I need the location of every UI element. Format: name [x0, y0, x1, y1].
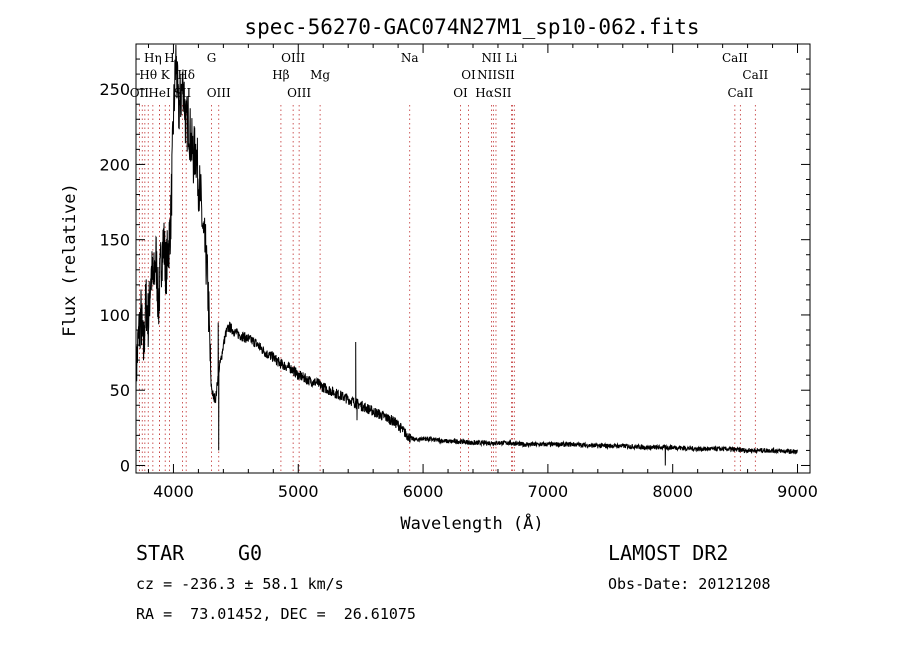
spectral-line-label: OII: [130, 86, 150, 100]
spectral-line-label: NII: [481, 51, 501, 65]
spectral-line-label: Hδ: [177, 68, 195, 82]
spectral-line-label: K: [161, 68, 171, 82]
spectral-line-label: OI: [461, 68, 476, 82]
spectral-line-label: H: [164, 51, 174, 65]
survey-name: LAMOST DR2: [608, 541, 729, 565]
spectral-line-label: CaII: [722, 51, 748, 65]
observation-date: Obs-Date: 20121208: [608, 575, 771, 593]
plot-frame: [135, 43, 811, 474]
spectral-line-label: OI: [453, 86, 468, 100]
y-axis-ticks: 0 50 100 150 200 250: [99, 58, 810, 475]
x-tick-label: 5000: [278, 482, 319, 501]
x-tick-label: 4000: [153, 482, 194, 501]
spectral-line-markers: [138, 105, 756, 473]
spectral-line-label: HαSII: [475, 86, 512, 100]
y-tick-label: 100: [99, 306, 130, 325]
y-tick-label: 50: [110, 381, 130, 400]
spectral-line-label: CaII: [727, 86, 753, 100]
y-tick-label: 250: [99, 80, 130, 99]
spectral-line-label: HeI: [148, 86, 171, 100]
spectral-line-label: OIII: [287, 86, 311, 100]
spectral-line-label: NIISII: [477, 68, 515, 82]
y-axis-title: Flux (relative): [60, 183, 80, 337]
x-tick-label: 8000: [652, 482, 693, 501]
y-tick-label: 200: [99, 155, 130, 174]
x-axis-ticks: 4000 5000 6000 7000 8000 9000: [147, 44, 818, 501]
chart-title: spec-56270-GAC074N27M1_sp10-062.fits: [244, 15, 699, 39]
redshift-velocity: cz = -236.3 ± 58.1 km/s: [136, 575, 344, 593]
spectral-line-label: Li: [506, 51, 518, 65]
spectral-line-label: Hη: [144, 51, 162, 65]
spectral-line-label: OIII: [207, 86, 231, 100]
object-subclass: G0: [238, 541, 263, 565]
spectral-line-label: G: [207, 51, 217, 65]
x-tick-label: 6000: [403, 482, 444, 501]
object-class: STAR: [136, 541, 185, 565]
spectral-line-label: CaII: [742, 68, 768, 82]
y-tick-label: 0: [120, 456, 130, 475]
x-axis-title: Wavelength (Å): [400, 512, 543, 534]
spectral-line-label: Mg: [310, 68, 330, 82]
spectral-line-label: Na: [401, 51, 419, 65]
sky-coordinates: RA = 73.01452, DEC = 26.61075: [136, 605, 416, 623]
x-tick-label: 9000: [777, 482, 818, 501]
y-tick-label: 150: [99, 231, 130, 250]
spectral-line-label: Hθ: [139, 68, 157, 82]
spectral-line-label: Hβ: [272, 68, 289, 82]
spectrum-series-line: [135, 44, 798, 466]
spectral-line-label: OIII: [281, 51, 305, 65]
x-tick-label: 7000: [528, 482, 569, 501]
